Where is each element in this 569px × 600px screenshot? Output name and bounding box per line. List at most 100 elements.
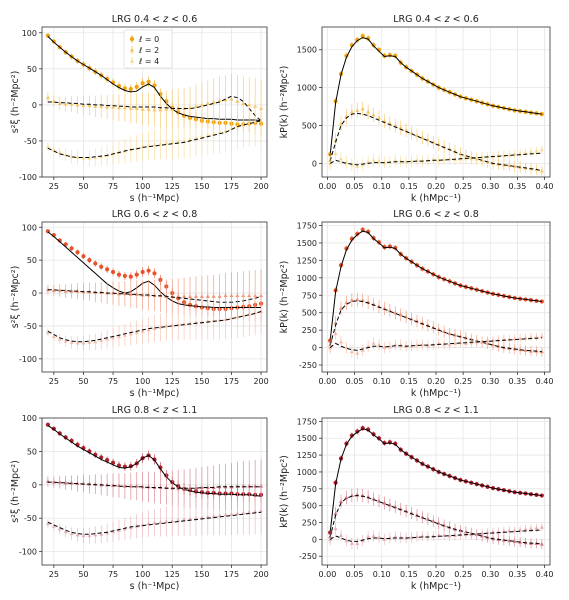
y-tick-label: 1500 <box>297 239 317 248</box>
data-point <box>420 135 425 140</box>
y-axis-label: s²ξ (h⁻²Mpc²) <box>10 266 21 329</box>
data-point <box>128 292 133 296</box>
model-line-ell-0 <box>329 230 542 342</box>
data-point <box>229 293 234 298</box>
y-tick-label: 750 <box>302 485 317 494</box>
x-tick-label: 25 <box>49 377 59 386</box>
x-tick-label: 200 <box>253 182 268 191</box>
data-point <box>193 104 198 108</box>
data-point <box>223 512 228 517</box>
data-point <box>111 335 116 340</box>
y-tick-label: 1250 <box>297 451 317 460</box>
y-tick-label: 0 <box>312 159 317 168</box>
x-axis-label: s (h⁻¹Mpc) <box>130 388 180 399</box>
data-point <box>182 138 187 143</box>
x-tick-label: 150 <box>194 182 209 191</box>
data-point <box>205 294 210 298</box>
x-tick-label: 50 <box>78 570 88 579</box>
data-point <box>474 531 479 536</box>
axes-frame <box>41 221 268 373</box>
data-point <box>57 101 62 105</box>
data-point <box>57 238 62 243</box>
data-point <box>87 258 92 263</box>
y-tick-label: 750 <box>302 291 317 300</box>
data-point <box>188 516 193 521</box>
data-point <box>253 119 258 123</box>
x-tick-label: 75 <box>108 377 118 386</box>
y-tick-label: -100 <box>19 355 37 364</box>
data-point <box>188 294 193 298</box>
x-tick-label: 0.00 <box>319 182 337 191</box>
y-axis-label: kP(k) (h⁻²Mpc²) <box>279 261 290 334</box>
data-point <box>235 314 240 319</box>
x-tick-label: 0.20 <box>427 377 445 386</box>
data-point <box>105 104 110 109</box>
data-point <box>339 306 343 311</box>
y-tick-label: 1000 <box>297 274 317 283</box>
data-point <box>87 103 92 108</box>
data-point <box>140 329 145 333</box>
data-point <box>111 104 116 109</box>
data-point <box>404 127 409 132</box>
x-tick-label: 0.15 <box>400 377 418 386</box>
y-tick-label: 50 <box>27 256 37 265</box>
y-tick-label: -50 <box>24 137 37 146</box>
data-point <box>152 271 157 276</box>
data-point <box>45 33 51 38</box>
data-point <box>529 149 533 154</box>
x-tick-label: 0.35 <box>509 570 527 579</box>
data-point <box>158 520 163 524</box>
data-point <box>211 131 216 136</box>
data-point <box>182 517 187 522</box>
data-point <box>253 509 258 514</box>
data-point <box>51 524 56 528</box>
data-point <box>57 526 62 531</box>
data-point <box>51 334 56 338</box>
data-point <box>63 529 68 534</box>
data-point <box>146 521 151 526</box>
panel-pk2: -250 0 250 500 750 1000 1250 1500 1750 0.00 0.05 0.… <box>279 209 553 399</box>
data-point <box>409 535 414 539</box>
data-point <box>205 514 210 519</box>
data-point <box>128 86 133 92</box>
data-point <box>69 340 74 344</box>
plot-area <box>328 32 544 177</box>
x-tick-label: 125 <box>165 182 180 191</box>
plot-area <box>328 425 544 550</box>
data-point <box>140 107 145 111</box>
data-point <box>116 105 121 110</box>
x-tick-label: 0.35 <box>509 182 527 191</box>
data-point <box>507 152 512 157</box>
data-point <box>69 246 74 251</box>
y-tick-label: 1000 <box>297 468 317 477</box>
legend: ℓ = 0 ℓ = 2 ℓ = 4 <box>123 29 173 69</box>
data-point <box>122 273 127 279</box>
data-point <box>415 133 419 137</box>
y-tick-label: 500 <box>302 502 317 511</box>
data-point <box>182 294 187 298</box>
data-point <box>116 272 122 277</box>
plot-area <box>328 226 544 360</box>
y-tick-label: 250 <box>302 519 317 528</box>
x-tick-label: 0.15 <box>400 182 418 191</box>
data-point <box>496 153 501 158</box>
data-point <box>134 84 139 89</box>
data-point <box>387 52 392 58</box>
data-point <box>355 350 360 355</box>
x-axis-label: k (hMpc⁻¹) <box>411 581 461 592</box>
data-point <box>69 101 74 106</box>
data-point <box>333 331 338 336</box>
x-tick-label: 0.40 <box>536 377 554 386</box>
data-point <box>128 331 133 336</box>
data-point <box>110 269 116 275</box>
data-point <box>366 36 371 41</box>
panel-xi2: -100 -50 0 50 100 25 50 75 100 125 150 175 200 LRG 0.… <box>10 209 269 399</box>
data-point <box>63 338 68 343</box>
y-tick-label: 1500 <box>297 434 317 443</box>
data-point <box>146 79 151 84</box>
data-point <box>339 121 343 126</box>
data-point <box>81 254 86 259</box>
data-point <box>152 142 157 147</box>
data-point <box>339 533 343 537</box>
panel-pk3: -250 0 250 500 750 1000 1250 1500 1750 0.00 0.05 0.… <box>279 405 553 592</box>
